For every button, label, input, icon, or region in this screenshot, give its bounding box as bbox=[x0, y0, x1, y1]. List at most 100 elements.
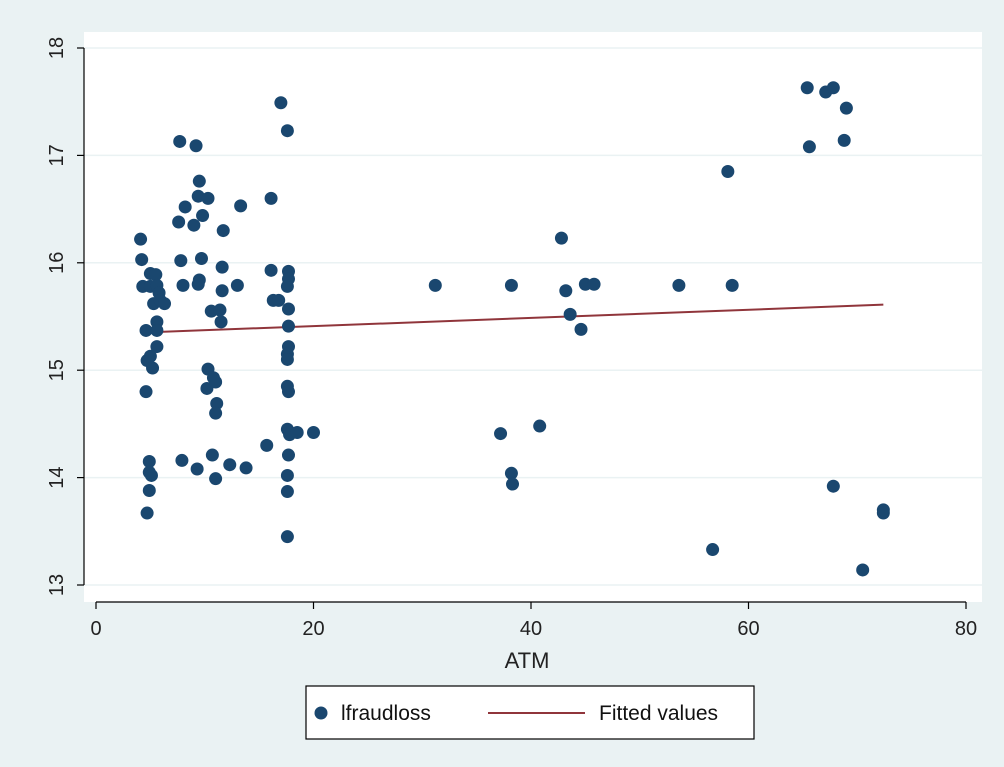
data-point bbox=[214, 315, 228, 329]
x-tick-label: 20 bbox=[302, 618, 324, 640]
data-point bbox=[146, 361, 160, 375]
data-point bbox=[178, 200, 192, 214]
y-tick-label: 18 bbox=[46, 37, 68, 59]
data-point bbox=[856, 563, 870, 577]
y-tick-label: 13 bbox=[46, 574, 68, 596]
fitted-values-line bbox=[140, 303, 884, 334]
data-point bbox=[563, 307, 577, 321]
x-tick-label: 40 bbox=[520, 618, 542, 640]
data-point bbox=[142, 483, 156, 497]
data-point bbox=[800, 81, 814, 95]
data-point bbox=[837, 133, 851, 147]
data-point bbox=[260, 438, 274, 452]
data-point bbox=[209, 406, 223, 420]
data-point bbox=[176, 278, 190, 292]
data-point bbox=[201, 191, 215, 205]
data-point bbox=[274, 96, 288, 110]
data-point bbox=[150, 340, 164, 354]
data-point bbox=[140, 506, 154, 520]
fitted-line-layer bbox=[140, 303, 884, 334]
data-point bbox=[876, 503, 890, 517]
legend-marker-lfraudloss bbox=[314, 706, 328, 720]
legend-label-lfraudloss: lfraudloss bbox=[341, 702, 431, 725]
y-tick-label: 17 bbox=[46, 144, 68, 166]
data-point bbox=[139, 323, 153, 337]
y-tick-label: 16 bbox=[46, 252, 68, 274]
data-point bbox=[281, 319, 295, 333]
data-point bbox=[158, 297, 172, 311]
data-point bbox=[215, 284, 229, 298]
data-point bbox=[215, 260, 229, 274]
data-point bbox=[574, 322, 588, 336]
data-point bbox=[239, 461, 253, 475]
data-point bbox=[149, 268, 163, 282]
data-point bbox=[281, 448, 295, 462]
data-point bbox=[150, 323, 164, 337]
data-point bbox=[175, 453, 189, 467]
data-point bbox=[210, 396, 224, 410]
gridlines bbox=[84, 47, 982, 586]
data-point bbox=[172, 215, 186, 229]
data-point bbox=[826, 81, 840, 95]
data-point bbox=[839, 101, 853, 115]
y-tick-label: 15 bbox=[46, 359, 68, 381]
data-point bbox=[189, 139, 203, 153]
data-point bbox=[826, 479, 840, 493]
data-point bbox=[205, 448, 219, 462]
data-point bbox=[280, 124, 294, 138]
data-point bbox=[223, 458, 237, 472]
data-point bbox=[191, 189, 205, 203]
data-point bbox=[143, 349, 157, 363]
data-point bbox=[264, 263, 278, 277]
data-point bbox=[280, 352, 294, 366]
y-tick-label: 14 bbox=[46, 466, 68, 488]
data-point bbox=[504, 466, 518, 480]
data-point bbox=[139, 385, 153, 399]
data-point bbox=[194, 252, 208, 266]
scatter-points-layer bbox=[134, 81, 890, 577]
data-point bbox=[494, 427, 508, 441]
data-point bbox=[135, 253, 149, 267]
data-point bbox=[196, 209, 210, 223]
data-point bbox=[307, 425, 320, 439]
x-tick-label: 0 bbox=[90, 618, 101, 640]
data-point bbox=[725, 278, 739, 292]
data-point bbox=[209, 472, 223, 486]
legend-label-fitted-values: Fitted values bbox=[599, 702, 718, 725]
data-point bbox=[281, 302, 295, 316]
data-point bbox=[144, 468, 158, 482]
data-point bbox=[802, 140, 816, 154]
data-point bbox=[173, 134, 187, 148]
data-point bbox=[272, 293, 286, 307]
data-point bbox=[216, 224, 230, 238]
data-point bbox=[281, 385, 295, 399]
x-tick-label: 60 bbox=[737, 618, 759, 640]
data-point bbox=[234, 199, 248, 213]
legend: lfraudloss Fitted values bbox=[305, 685, 755, 740]
data-point bbox=[192, 273, 206, 287]
data-point bbox=[230, 278, 244, 292]
x-tick-label: 80 bbox=[955, 618, 977, 640]
data-point bbox=[264, 191, 278, 205]
data-point bbox=[280, 279, 294, 293]
data-point bbox=[174, 254, 188, 268]
data-point bbox=[280, 485, 294, 499]
data-point bbox=[209, 375, 223, 389]
x-axis-title: ATM bbox=[505, 648, 550, 673]
data-point bbox=[190, 462, 204, 476]
data-point bbox=[192, 174, 206, 188]
data-point bbox=[559, 284, 573, 298]
data-point bbox=[721, 165, 735, 179]
data-point bbox=[504, 278, 518, 292]
data-point bbox=[587, 277, 601, 291]
data-point bbox=[134, 232, 148, 246]
data-point bbox=[187, 218, 201, 232]
data-point bbox=[213, 303, 227, 317]
data-point bbox=[280, 530, 294, 544]
data-point bbox=[533, 419, 547, 433]
data-point bbox=[672, 278, 686, 292]
data-point bbox=[280, 468, 294, 482]
data-point bbox=[142, 454, 156, 468]
data-point bbox=[706, 543, 720, 557]
